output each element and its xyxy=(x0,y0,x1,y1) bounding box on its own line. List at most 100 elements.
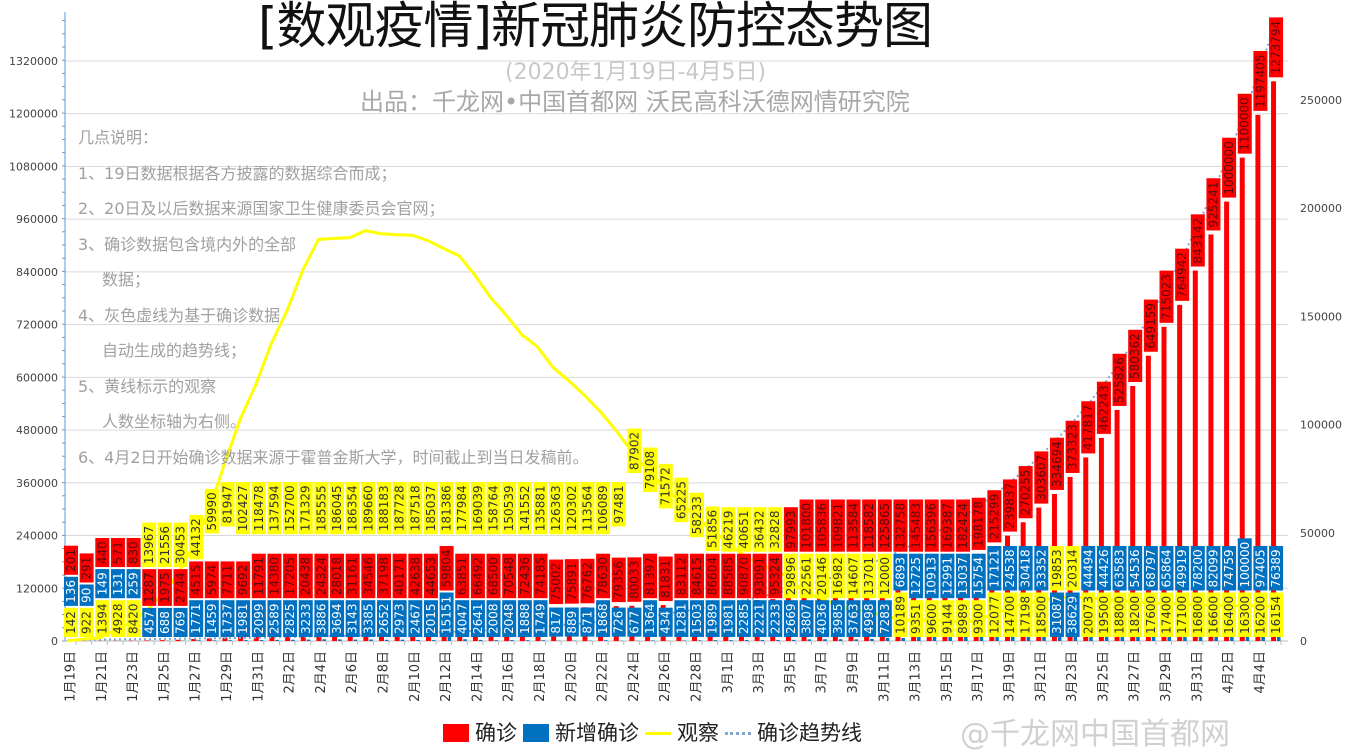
observation-data-label: 18800 xyxy=(1113,596,1127,634)
confirmed-data-label-bg xyxy=(533,553,548,599)
new-confirmed-data-label: 44494 xyxy=(1081,549,1095,587)
x-axis-tick-label: 4月2日 xyxy=(1222,651,1237,694)
observation-data-label-bg xyxy=(971,600,986,637)
right-axis-tick-label: 50000 xyxy=(1300,527,1335,540)
confirmed-bar xyxy=(269,634,275,641)
observation-data-label-bg xyxy=(1034,592,1049,637)
observation-data-label: 171329 xyxy=(299,485,313,531)
confirmed-data-label: 78630 xyxy=(596,557,610,595)
new-confirmed-data-label-bg xyxy=(1096,546,1111,591)
observation-data-label: 59990 xyxy=(205,492,219,530)
confirmed-data-label-bg xyxy=(627,557,642,602)
confirmed-data-label: 17205 xyxy=(283,557,297,595)
confirmed-data-label: 5974 xyxy=(205,565,219,596)
observation-data-label: 118478 xyxy=(252,485,266,531)
new-confirmed-data-label: 1503 xyxy=(690,603,704,634)
new-confirmed-data-label-bg xyxy=(330,600,345,637)
observation-data-label: 22561 xyxy=(800,557,814,595)
x-axis-tick-label: 2月2日 xyxy=(283,651,298,694)
new-confirmed-data-label: 131 xyxy=(111,572,125,595)
confirmed-data-label-bg xyxy=(768,553,783,599)
confirmed-data-label-bg xyxy=(1206,178,1221,231)
legend-label-confirmed: 确诊 xyxy=(475,721,517,745)
observation-data-label: 150539 xyxy=(502,485,516,531)
confirmed-data-label-bg xyxy=(439,546,454,591)
observation-data-label-bg xyxy=(956,600,971,637)
observation-data-label: 20146 xyxy=(815,557,829,595)
new-confirmed-data-label-bg xyxy=(830,600,845,637)
new-confirmed-data-label-bg xyxy=(220,600,235,637)
observation-data-label-bg xyxy=(705,506,720,552)
new-confirmed-data-label: 434 xyxy=(659,611,673,634)
observation-data-label-bg xyxy=(893,592,908,637)
confirmed-data-label: 132758 xyxy=(893,503,907,549)
new-confirmed-bar xyxy=(651,640,655,641)
confirmed-data-label: 34546 xyxy=(361,557,375,595)
observation-data-label-bg xyxy=(189,514,204,560)
confirmed-data-label-bg xyxy=(251,553,266,599)
x-axis-tick-label: 2月20日 xyxy=(564,651,579,702)
new-confirmed-bar xyxy=(917,635,921,641)
x-axis-tick-label: 2月24日 xyxy=(627,651,642,702)
x-axis-tick-label: 1月25日 xyxy=(157,651,172,702)
note-6: 6、4月2日开始确诊数据来源于霍普金斯大学，时间截止到当日发稿前。 xyxy=(78,447,589,467)
new-confirmed-data-label: 259 xyxy=(127,572,141,595)
observation-data-label-bg xyxy=(423,482,438,535)
new-confirmed-data-label: 3763 xyxy=(847,603,861,634)
observation-data-label: 16400 xyxy=(1222,596,1236,634)
observation-data-label: 79108 xyxy=(643,451,657,489)
new-confirmed-data-label-bg xyxy=(502,600,517,637)
new-confirmed-bar xyxy=(525,640,530,641)
new-confirmed-data-label: 4998 xyxy=(862,603,876,634)
new-confirmed-data-label-bg xyxy=(439,592,454,637)
new-confirmed-bar xyxy=(807,639,812,641)
confirmed-data-label: 81397 xyxy=(643,557,657,595)
confirmed-data-label: 20438 xyxy=(299,557,313,595)
confirmed-bar xyxy=(206,638,212,641)
confirmed-data-label: 37198 xyxy=(377,557,391,595)
confirmed-data-label-bg xyxy=(361,553,376,599)
x-axis-tick-label: 2月28日 xyxy=(690,651,705,702)
confirmed-data-label: 7711 xyxy=(221,565,235,596)
new-confirmed-data-label-bg xyxy=(752,600,767,637)
confirmed-data-label: 1100000 xyxy=(1238,97,1252,150)
new-confirmed-data-label-bg xyxy=(1128,546,1143,591)
new-confirmed-bar xyxy=(682,640,686,641)
new-confirmed-data-label-bg xyxy=(721,600,736,637)
confirmed-data-label: 830 xyxy=(127,541,141,564)
new-confirmed-bar xyxy=(995,633,999,641)
new-confirmed-bar xyxy=(791,639,796,641)
new-confirmed-bar xyxy=(823,639,827,641)
date-range-subtitle: (2020年1月19日-4月5日) xyxy=(505,60,767,85)
observation-data-label-bg xyxy=(987,592,1002,637)
observation-data-label-bg xyxy=(736,507,751,552)
new-confirmed-data-label: 2233 xyxy=(768,603,782,634)
confirmed-data-label-bg xyxy=(1237,93,1252,154)
confirmed-data-label-bg xyxy=(1096,381,1111,434)
observation-data-label-bg xyxy=(236,482,251,535)
new-confirmed-data-label-bg xyxy=(924,553,939,599)
right-axis-tick-label: 100000 xyxy=(1300,419,1342,432)
new-confirmed-bar xyxy=(870,638,874,641)
observation-data-label: 187728 xyxy=(393,485,407,531)
observation-data-label: 17600 xyxy=(1144,596,1158,634)
confirmed-data-label-bg xyxy=(1112,353,1127,406)
confirmed-data-label: 44653 xyxy=(424,557,438,595)
new-confirmed-bar xyxy=(291,639,295,641)
observation-data-label-bg xyxy=(392,482,407,535)
confirmed-data-label: 291 xyxy=(80,557,94,580)
observation-data-label-bg xyxy=(1065,546,1080,591)
observation-data-label-bg xyxy=(549,482,564,535)
confirmed-data-label: 843142 xyxy=(1191,218,1205,264)
confirmed-data-label-bg xyxy=(1065,420,1080,473)
left-axis-tick-label: 840000 xyxy=(16,266,58,279)
confirmed-data-label-bg xyxy=(110,538,125,568)
new-confirmed-bar xyxy=(979,634,984,641)
new-confirmed-data-label: 3807 xyxy=(800,603,814,634)
new-confirmed-data-label: 726 xyxy=(612,611,626,634)
observation-data-label: 13701 xyxy=(862,557,876,595)
confirmed-data-label: 11791 xyxy=(252,557,266,595)
new-confirmed-bar xyxy=(760,640,765,641)
new-confirmed-data-label-bg xyxy=(596,600,611,637)
observation-data-label-bg xyxy=(251,482,266,535)
